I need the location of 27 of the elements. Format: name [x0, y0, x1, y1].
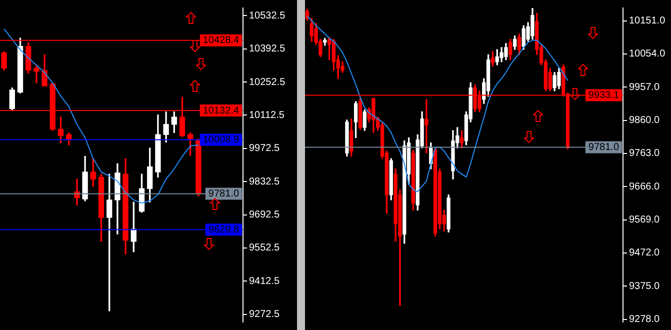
y-tick-label: 10054.0 — [629, 48, 666, 60]
y-tick-label: 10252.5 — [249, 76, 286, 88]
y-tick-label: 9763.0 — [629, 148, 660, 160]
ref-line-label: 10428.4 — [202, 35, 240, 46]
ref-line-label: 9629.8 — [208, 224, 240, 236]
y-tick-label: 10532.5 — [249, 10, 286, 22]
y-tick-label: 9552.5 — [249, 242, 280, 254]
ref-line-label: 9781.0 — [588, 142, 620, 154]
y-tick-label: 9972.5 — [249, 143, 280, 154]
ref-line-label: 10008.9 — [202, 134, 240, 146]
ref-line-label: 9781.0 — [208, 188, 240, 200]
y-tick-label: 10112.5 — [249, 110, 285, 121]
y-tick-label: 9692.5 — [249, 210, 280, 221]
y-tick-label: 9472.0 — [629, 248, 660, 259]
y-tick-label: 10392.5 — [249, 44, 286, 55]
y-tick-label: 9569.0 — [629, 214, 660, 226]
ref-line-label: 9933.1 — [588, 90, 620, 102]
y-tick-label: 10151.0 — [629, 16, 666, 27]
y-tick-label: 9272.5 — [249, 309, 280, 320]
y-tick-label: 9412.5 — [249, 276, 280, 287]
y-tick-label: 9860.0 — [629, 115, 660, 126]
y-tick-label: 9278.0 — [629, 314, 660, 326]
y-tick-label: 9832.5 — [249, 176, 280, 188]
y-tick-label: 9666.0 — [629, 181, 660, 192]
ref-line-label: 10132.4 — [202, 105, 240, 116]
y-tick-label: 9957.0 — [629, 82, 660, 93]
y-tick-label: 9375.0 — [629, 280, 660, 292]
